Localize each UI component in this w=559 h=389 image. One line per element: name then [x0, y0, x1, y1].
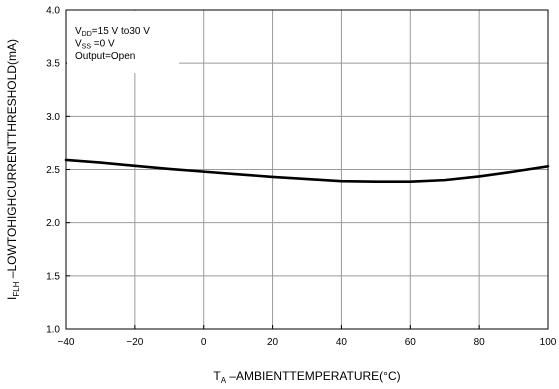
y-tick-label: 3.0 [46, 112, 60, 123]
x-tick-label: 80 [474, 337, 486, 348]
x-tick-label: −40 [58, 337, 75, 348]
y-tick-label: 3.5 [46, 59, 60, 70]
x-tick-label: 40 [336, 337, 348, 348]
series-line-iflh [64, 158, 550, 184]
x-tick-label: 20 [267, 337, 279, 348]
x-tick-label: 60 [405, 337, 417, 348]
annotation-output: Output=Open [75, 51, 135, 62]
x-tick-label: 100 [540, 337, 557, 348]
y-tick-label: 4.0 [46, 6, 60, 17]
axis-ticks: −40 −20 0 20 40 60 80 100 1.0 1.5 2.0 2.5 3.0 3.5 4.0 [46, 6, 557, 349]
annotation-vss: VSS =0 V [75, 39, 115, 51]
y-tick-label: 2.0 [46, 218, 60, 229]
y-tick-label: 1.5 [46, 271, 60, 282]
annotation-box: VDD=15 V to30 V VSS =0 V Output=Open [67, 11, 179, 73]
y-tick-label: 1.0 [46, 325, 60, 336]
x-axis-label: TA –AMBIENTTEMPERATURE(°C) [213, 369, 400, 385]
x-tick-label: −20 [126, 337, 143, 348]
annotation-vdd: VDD=15 V to30 V [75, 26, 150, 38]
y-axis-label: IFLH –LOWTOHIGHCURRENTTHRESHOLD(mA) [5, 39, 21, 300]
x-tick-label: 0 [201, 337, 207, 348]
y-tick-label: 2.5 [46, 165, 60, 176]
annotation-background [67, 11, 179, 73]
